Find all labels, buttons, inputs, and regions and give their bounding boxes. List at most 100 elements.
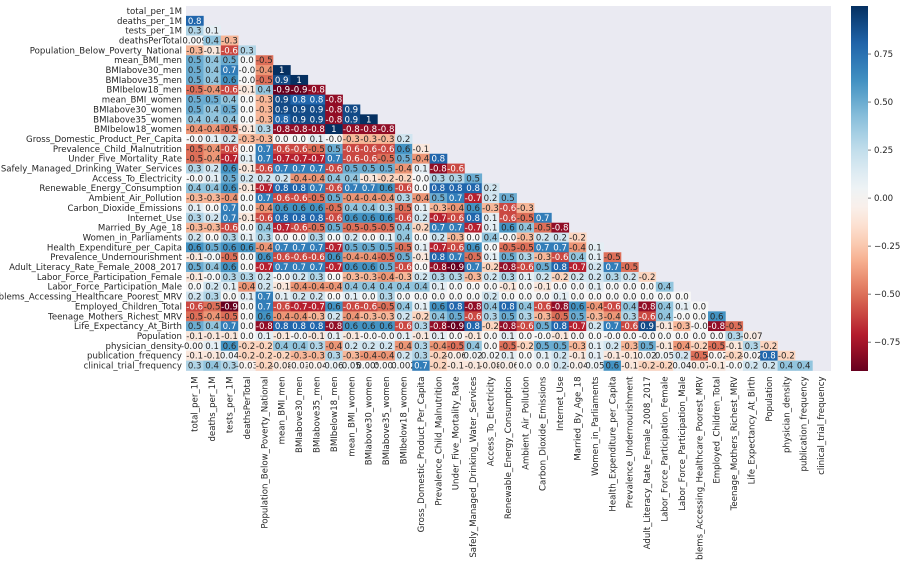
heatmap-cell bbox=[220, 242, 239, 253]
heatmap-cell bbox=[220, 143, 239, 155]
cell-value-label: 0.1 bbox=[484, 214, 498, 224]
heatmap-cell bbox=[325, 321, 343, 332]
heatmap-cell bbox=[325, 360, 343, 371]
cell-value-label: -0.5 bbox=[256, 76, 273, 86]
heatmap-cell bbox=[464, 321, 483, 332]
heatmap-cell bbox=[273, 311, 291, 322]
heatmap-cell bbox=[568, 291, 587, 302]
heatmap-cell bbox=[203, 360, 222, 371]
heatmap-cell bbox=[690, 321, 709, 332]
cell-value-label: 0.1 bbox=[223, 283, 237, 293]
heatmap-cell bbox=[342, 104, 361, 115]
heatmap-cell bbox=[290, 212, 309, 223]
cell-value-label: -0.5 bbox=[500, 243, 517, 253]
heatmap-cell bbox=[220, 173, 239, 184]
cell-value-label: -0.3 bbox=[291, 352, 308, 362]
cell-value-label: -0.5 bbox=[221, 312, 238, 322]
heatmap-cell bbox=[220, 252, 239, 263]
heatmap-cell bbox=[325, 124, 343, 135]
cell-value-label: 0.0 bbox=[327, 233, 341, 243]
heatmap-cell bbox=[186, 193, 204, 204]
cell-value-label: 0.1 bbox=[257, 332, 271, 342]
cell-value-label: 0.3 bbox=[240, 273, 254, 283]
heatmap-cell bbox=[447, 360, 465, 371]
heatmap-cell bbox=[394, 340, 413, 352]
cell-value-label: 0.4 bbox=[658, 312, 672, 322]
cell-value-label: -0.4 bbox=[360, 194, 377, 204]
cell-value-label: -0.04 bbox=[305, 362, 327, 372]
cell-value-label: -0.4 bbox=[343, 253, 360, 263]
cell-value-label: -0.5 bbox=[395, 243, 412, 253]
heatmap-cell bbox=[760, 340, 778, 352]
cell-value-label: -0.3 bbox=[621, 342, 638, 352]
heatmap-cell bbox=[342, 114, 361, 125]
cell-value-label: 0.0 bbox=[292, 233, 306, 243]
cell-value-label: -0.1 bbox=[656, 342, 673, 352]
heatmap-cell bbox=[725, 321, 744, 332]
heatmap-cell bbox=[447, 163, 465, 174]
heatmap-cell bbox=[325, 212, 343, 223]
heatmap-cell bbox=[325, 153, 343, 164]
cell-value-label: 0.0 bbox=[658, 293, 672, 303]
heatmap-cell bbox=[777, 350, 796, 361]
heatmap-cell bbox=[307, 163, 326, 174]
cell-value-label: 0.4 bbox=[362, 283, 376, 293]
heatmap-cell bbox=[203, 55, 222, 66]
heatmap-cell bbox=[360, 203, 378, 214]
cell-value-label: 0.7 bbox=[257, 302, 271, 312]
heatmap-cell bbox=[673, 340, 691, 352]
heatmap-cell bbox=[273, 360, 291, 371]
colorbar-tick-label: 0.00 bbox=[874, 194, 893, 204]
heatmap-cell bbox=[220, 35, 239, 46]
heatmap-cell bbox=[290, 311, 309, 322]
heatmap-cell bbox=[255, 262, 274, 273]
cell-value-label: -0.8 bbox=[326, 322, 343, 332]
y-tick-label: BMIbelow18_men bbox=[106, 86, 182, 96]
heatmap-cell bbox=[220, 331, 239, 342]
cell-value-label: -0.8 bbox=[500, 322, 517, 332]
heatmap-cell bbox=[586, 331, 604, 342]
cell-value-label: 0.0 bbox=[223, 293, 237, 303]
cell-value-label: -0.6 bbox=[343, 155, 360, 165]
cell-value-label: 0.0 bbox=[240, 56, 254, 66]
heatmap-cell bbox=[464, 173, 483, 184]
cell-value-label: 0.7 bbox=[344, 184, 358, 194]
heatmap-cell bbox=[342, 252, 361, 263]
heatmap-cell bbox=[394, 222, 413, 233]
cell-value-label: 0.3 bbox=[310, 233, 324, 243]
heatmap-cell bbox=[325, 104, 343, 115]
cell-value-label: 0.0 bbox=[484, 243, 498, 253]
heatmap-cell bbox=[412, 203, 430, 214]
heatmap-cell bbox=[499, 232, 517, 243]
heatmap-cell bbox=[708, 350, 726, 361]
heatmap-cell bbox=[360, 193, 378, 204]
heatmap-cell bbox=[360, 350, 378, 361]
cell-value-label: 0.0 bbox=[692, 312, 706, 322]
cell-value-label: -0.1 bbox=[360, 174, 377, 184]
cell-value-label: 0.8 bbox=[501, 302, 515, 312]
heatmap-cell bbox=[377, 232, 396, 243]
heatmap-cell bbox=[238, 340, 256, 352]
heatmap-cell bbox=[638, 291, 657, 302]
heatmap-cell bbox=[273, 291, 291, 302]
cell-value-label: 0.5 bbox=[223, 105, 237, 115]
cell-value-label: -0.4 bbox=[378, 352, 395, 362]
x-tick-label: Renewable_Energy_Consumption bbox=[504, 376, 514, 519]
cell-value-label: 0.4 bbox=[397, 283, 411, 293]
heatmap-cell bbox=[377, 242, 396, 253]
cell-value-label: 0.0 bbox=[571, 293, 585, 303]
cell-value-label: -0.3 bbox=[239, 135, 256, 145]
cell-value-label: -0.6 bbox=[447, 243, 464, 253]
cell-value-label: 0.6 bbox=[362, 214, 376, 224]
heatmap-cell bbox=[568, 350, 587, 361]
heatmap-cell bbox=[534, 301, 552, 312]
heatmap-cell bbox=[377, 212, 396, 223]
cell-value-label: 0.2 bbox=[188, 293, 202, 303]
cell-value-label: 0.1 bbox=[414, 243, 428, 253]
cell-value-label: -0.6 bbox=[517, 263, 534, 273]
heatmap-cell bbox=[499, 360, 517, 371]
cell-value-label: 0.8 bbox=[310, 322, 324, 332]
heatmap-cell bbox=[255, 65, 274, 76]
cell-value-label: -0.9 bbox=[447, 322, 464, 332]
cell-value-label: 0.009 bbox=[182, 36, 207, 46]
